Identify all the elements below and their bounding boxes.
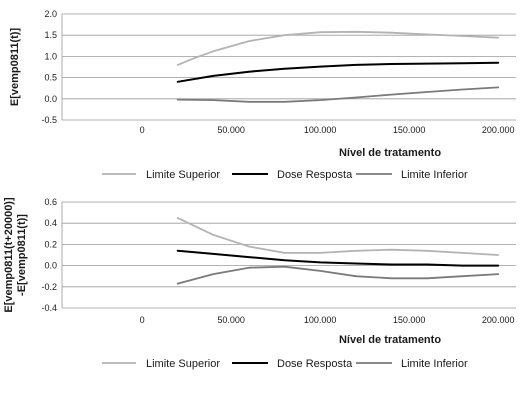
y-tick-label: -0.4 bbox=[41, 303, 57, 313]
x-tick-label: 200.000 bbox=[482, 315, 515, 325]
x-tick-label: 150.000 bbox=[393, 125, 426, 135]
series-line-limite-inferior bbox=[176, 265, 500, 285]
x-axis-label: Nível de tratamento bbox=[339, 334, 441, 346]
y-tick-label: -0.2 bbox=[41, 282, 57, 292]
series-line-dose-resposta bbox=[176, 61, 500, 83]
chart-2: -0.4 -0.2 0.0 0.2 0.4 0.6 0 50.000 100.000 150.00… bbox=[3, 197, 516, 370]
legend-label-limite-superior: Limite Superior bbox=[146, 169, 220, 181]
y-axis-label: E[vemp0811(t)] bbox=[9, 28, 21, 107]
x-tick-label: 50.000 bbox=[217, 125, 245, 135]
chart-1: -0.5 0.0 0.5 1.0 1.5 2.0 0 50.000 100.000 150.000… bbox=[9, 9, 516, 181]
y-axis-label-line-1: E[vemp0811(t+20000)] bbox=[3, 197, 15, 313]
x-tick-label: 200.000 bbox=[482, 125, 515, 135]
y-tick-label: 0.6 bbox=[44, 197, 57, 207]
x-tick-label: 0 bbox=[140, 125, 145, 135]
legend-label-dose-resposta: Dose Resposta bbox=[277, 169, 353, 181]
y-tick-label: 0.0 bbox=[44, 261, 57, 271]
series-line-dose-resposta bbox=[176, 249, 500, 267]
legend: Limite Superior Dose Resposta Limite Infer… bbox=[102, 169, 468, 181]
y-tick-label: 2.0 bbox=[44, 9, 57, 19]
series-line-limite-inferior bbox=[176, 86, 500, 103]
y-tick-label: 0.2 bbox=[44, 239, 57, 249]
y-tick-label: -0.5 bbox=[41, 115, 57, 125]
y-axis-label-line-2: -E[vemp0811(t)] bbox=[16, 214, 28, 296]
y-tick-label: 0.5 bbox=[44, 73, 57, 83]
y-tick-label: 0.4 bbox=[44, 218, 57, 228]
x-axis-label: Nível de tratamento bbox=[339, 147, 441, 159]
series-line-limite-superior bbox=[176, 216, 500, 256]
legend-label-limite-superior: Limite Superior bbox=[146, 358, 220, 370]
x-tick-label: 100.000 bbox=[304, 315, 337, 325]
x-tick-label: 0 bbox=[140, 315, 145, 325]
series-line-limite-superior bbox=[176, 30, 500, 66]
y-tick-label: 0.0 bbox=[44, 94, 57, 104]
legend-label-limite-inferior: Limite Inferior bbox=[401, 169, 468, 181]
x-tick-label: 150.000 bbox=[393, 315, 426, 325]
y-tick-label: 1.5 bbox=[44, 30, 57, 40]
legend-label-dose-resposta: Dose Resposta bbox=[277, 358, 353, 370]
x-tick-label: 100.000 bbox=[304, 125, 337, 135]
legend: Limite Superior Dose Resposta Limite Infer… bbox=[102, 358, 468, 370]
x-tick-label: 50.000 bbox=[217, 315, 245, 325]
legend-label-limite-inferior: Limite Inferior bbox=[401, 358, 468, 370]
y-tick-label: 1.0 bbox=[44, 51, 57, 61]
